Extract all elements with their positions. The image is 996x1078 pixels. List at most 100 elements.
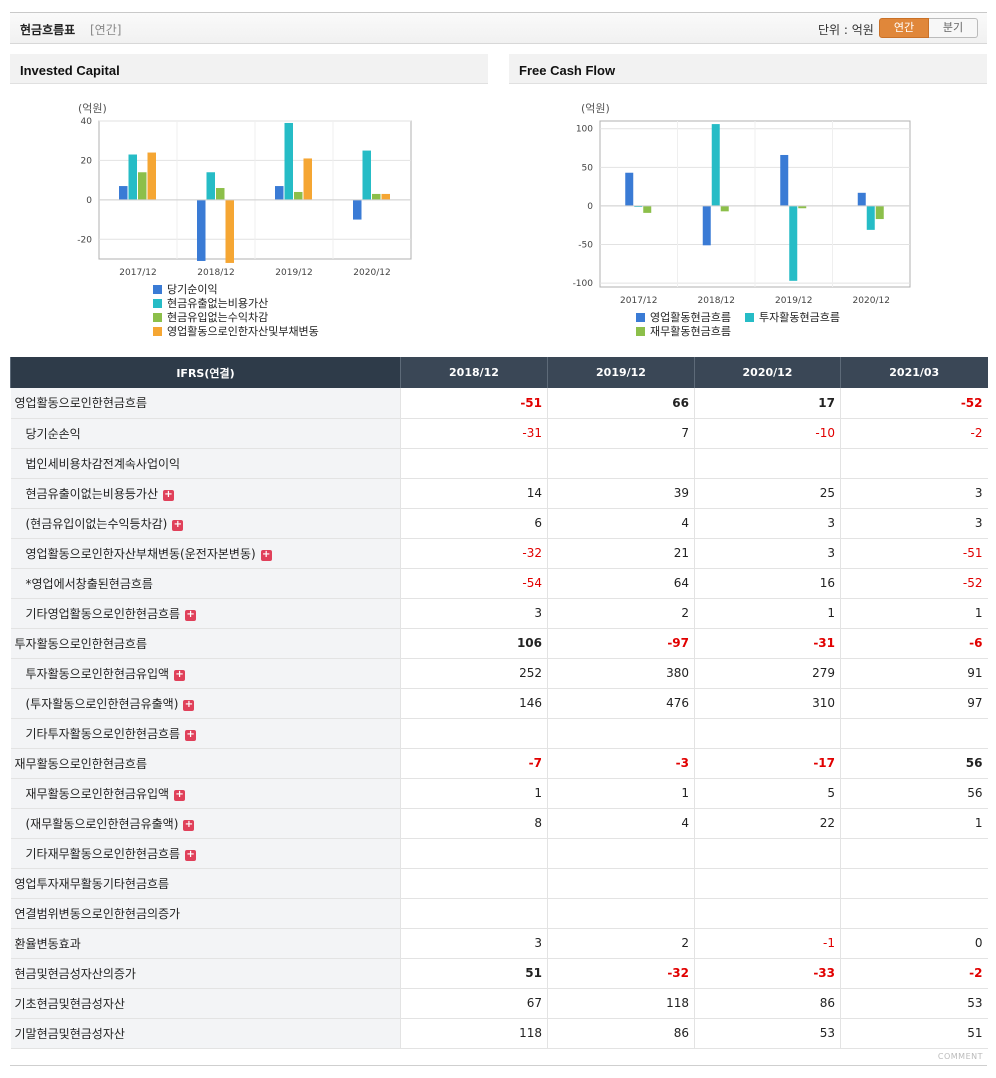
cell-value: 17 [694,388,841,419]
cell-value [694,868,841,899]
row-label[interactable]: 기타영업활동으로인한현금흐름 + [10,598,401,629]
row-label-text: 영업투자재무활동기타현금흐름 [14,876,170,891]
cell-value: 39 [547,478,695,509]
cell-value [400,718,548,749]
expand-plus-icon[interactable]: + [185,728,197,741]
period-subtitle: [연간] [90,23,122,37]
y-unit-label: (억원) [581,102,610,115]
x-tick-label: 2019/12 [275,268,312,278]
table-row: 영업활동으로인한현금흐름 -51 66 17 -52 [10,388,988,419]
row-label[interactable]: (현금유입이없는수익등차감) + [10,508,401,539]
bar [625,172,634,206]
bar [206,172,215,200]
cell-value: 5 [694,778,841,809]
cell-value [547,718,695,749]
row-label[interactable]: (투자활동으로인한현금유출액) + [10,688,401,719]
bar [634,205,643,207]
expand-plus-icon[interactable]: + [174,668,186,681]
cell-value: 1 [840,598,988,629]
bar [381,193,390,200]
expand-plus-icon[interactable]: + [162,488,174,501]
page-title: 현금흐름표 [20,23,76,37]
row-label[interactable]: 기타재무활동으로인한현금흐름 + [10,838,401,869]
cell-value: 86 [547,1018,695,1049]
table-footer: COMMENT [10,1048,987,1066]
cell-value: 67 [400,988,548,1019]
cell-value: 2 [547,598,695,629]
table-row: 재무활동으로인한현금흐름 -7 -3 -17 56 [10,748,988,779]
row-label: 환율변동효과 [10,928,401,959]
cell-value: 3 [840,478,988,509]
row-label-text: 재무활동으로인한현금유입액 [25,786,170,801]
y-tick-label: -100 [573,279,594,289]
row-label[interactable]: 기타투자활동으로인한현금흐름 + [10,718,401,749]
expand-plus-icon[interactable]: + [172,518,184,531]
cell-value: 56 [840,748,988,779]
table-row: (현금유입이없는수익등차감) +6 4 3 3 [10,508,988,539]
bar [128,154,137,200]
tab-quarterly[interactable]: 분기 [929,18,978,38]
table-header-row: IFRS(연결) 2018/12 2019/12 2020/12 2021/03 [10,357,988,388]
row-label: 영업활동으로인한현금흐름 [10,388,401,419]
cell-value: 3 [400,598,548,629]
cell-value: 7 [547,418,695,449]
tab-annual[interactable]: 연간 [879,18,929,38]
legend-swatch [745,313,754,322]
cell-value: 4 [547,808,695,839]
row-label[interactable]: 영업활동으로인한자산부채변동(운전자본변동) + [10,538,401,569]
cell-value: 6 [400,508,548,539]
x-tick-label: 2018/12 [698,296,735,306]
row-label: 법인세비용차감전계속사업이익 [10,448,401,479]
cell-value: 1 [400,778,548,809]
row-label: *영업에서창출된현금흐름 [10,568,401,599]
expand-plus-icon[interactable]: + [185,608,197,621]
table-row: 영업투자재무활동기타현금흐름 [10,868,988,899]
expand-plus-icon[interactable]: + [183,818,195,831]
row-label[interactable]: 투자활동으로인한현금유입액 + [10,658,401,689]
cell-value [840,898,988,929]
cell-value: -32 [547,958,695,989]
period-tabs: 연간 분기 [879,18,978,38]
cell-value: -52 [840,388,988,419]
bar [216,188,225,200]
header-2021: 2021/03 [840,357,988,388]
table-row: 당기순손익 -31 7 -10 -2 [10,418,988,449]
cell-value [694,838,841,869]
bar [284,122,293,200]
row-label[interactable]: 재무활동으로인한현금유입액 + [10,778,401,809]
expand-plus-icon[interactable]: + [185,848,197,861]
header-ifrs: IFRS(연결) [10,357,401,388]
bar [702,205,711,246]
legend-label: 영업활동현금흐름 [650,310,731,324]
legend-swatch [636,313,645,322]
cell-value: 380 [547,658,695,689]
cell-value: -97 [547,628,695,659]
comment-toggle[interactable]: COMMENT [937,1052,983,1061]
cell-value: 3 [694,538,841,569]
table-row: 현금유출이없는비용등가산 +14 39 25 3 [10,478,988,509]
cell-value [840,448,988,479]
cell-value [694,448,841,479]
row-label[interactable]: 현금유출이없는비용등가산 + [10,478,401,509]
cell-value [400,448,548,479]
cell-value: -32 [400,538,548,569]
cell-value [694,718,841,749]
bar [643,205,652,213]
legend-label: 현금유입없는수익차감 [167,311,268,324]
cell-value: -51 [400,388,548,419]
row-label[interactable]: (재무활동으로인한현금유출액) + [10,808,401,839]
cell-value [547,868,695,899]
bar [711,124,720,206]
cell-value: -31 [694,628,841,659]
expand-plus-icon[interactable]: + [183,698,195,711]
expand-plus-icon[interactable]: + [260,548,272,561]
table-row: (재무활동으로인한현금유출액) +8 4 22 1 [10,808,988,839]
legend-swatch [153,285,162,294]
cell-value: 1 [694,598,841,629]
row-label: 연결범위변동으로인한현금의증가 [10,898,401,929]
cell-value: 53 [694,1018,841,1049]
cell-value: 8 [400,808,548,839]
expand-plus-icon[interactable]: + [174,788,186,801]
bar [798,205,807,209]
invested-capital-title: Invested Capital [10,54,488,84]
